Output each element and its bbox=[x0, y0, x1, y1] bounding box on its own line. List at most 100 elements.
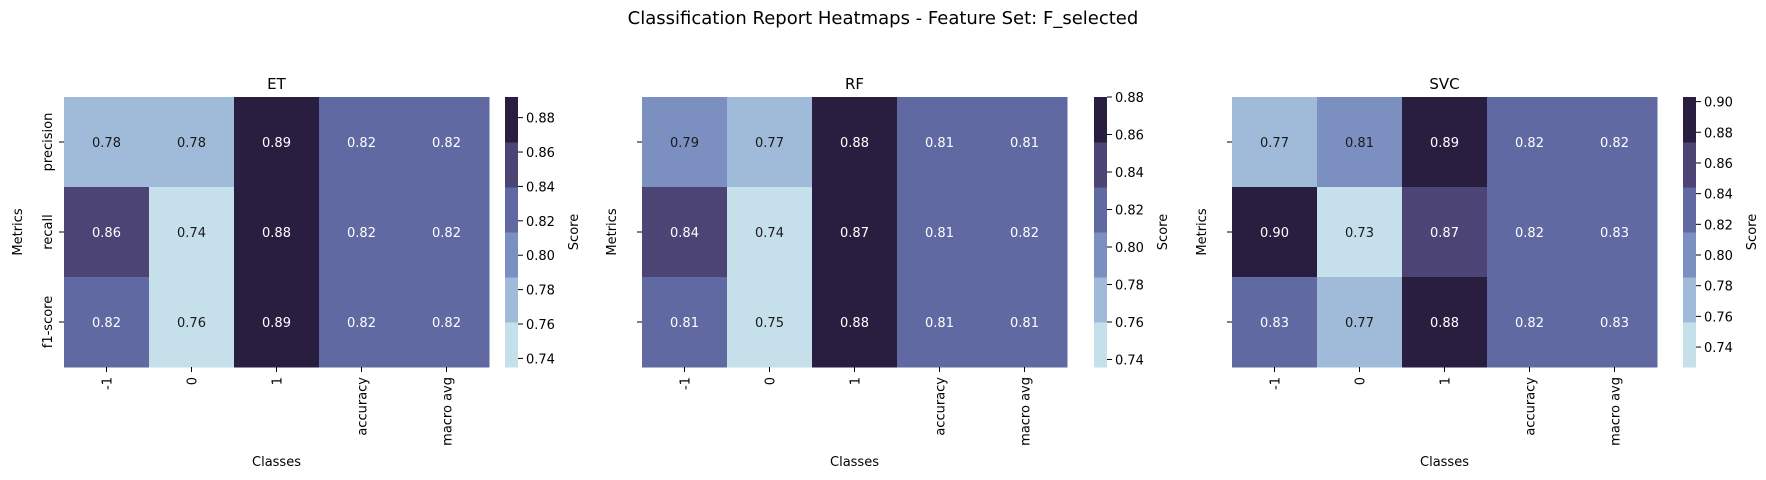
cell-annotation: 0.82 bbox=[432, 136, 461, 151]
heatmap-cell bbox=[1487, 97, 1573, 188]
cell-annotation: 0.82 bbox=[1600, 136, 1629, 151]
cell-annotation: 0.81 bbox=[925, 316, 954, 331]
colorbar-tick-label: 0.78 bbox=[1115, 279, 1144, 294]
heatmap-cell bbox=[982, 97, 1068, 188]
y-axis-label: Metrics bbox=[1195, 208, 1210, 255]
cell-annotation: 0.81 bbox=[1345, 136, 1374, 151]
cell-annotation: 0.81 bbox=[925, 136, 954, 151]
cell-annotation: 0.83 bbox=[1600, 226, 1629, 241]
x-axis-label: Classes bbox=[252, 455, 301, 470]
heatmap-cell bbox=[149, 277, 235, 368]
cell-annotation: 0.81 bbox=[925, 226, 954, 241]
colorbar-segment bbox=[1094, 232, 1107, 278]
cell-annotation: 0.82 bbox=[1010, 226, 1039, 241]
heatmap-cell bbox=[64, 187, 150, 278]
heatmap-cell bbox=[1572, 187, 1658, 278]
heatmap-cell bbox=[1232, 97, 1318, 188]
cell-annotation: 0.83 bbox=[1260, 316, 1289, 331]
x-axis-label: Classes bbox=[830, 455, 879, 470]
heatmap-cell bbox=[319, 277, 405, 368]
heatmap-panel-rf: RF 0.79 0.77 0.88 0.81 0.81 0.84 0.74 0.87 0.81 0.… bbox=[605, 75, 1171, 470]
x-tick-label: accuracy bbox=[1524, 377, 1539, 436]
colorbar-label: Score bbox=[1156, 214, 1171, 250]
heatmap-cell bbox=[234, 187, 320, 278]
heatmap-cell bbox=[64, 97, 150, 188]
cell-annotation: 0.88 bbox=[1430, 316, 1459, 331]
cell-annotation: 0.82 bbox=[1515, 316, 1544, 331]
cell-annotation: 0.76 bbox=[177, 316, 206, 331]
cell-annotation: 0.77 bbox=[755, 136, 784, 151]
colorbar-segment bbox=[505, 97, 518, 143]
x-tick-label: 1 bbox=[849, 377, 864, 385]
y-axis-label: Metrics bbox=[11, 208, 26, 255]
x-tick-label: macro avg bbox=[1019, 377, 1034, 446]
colorbar: 0.74 0.76 0.78 0.80 0.82 0.84 0.86 0.88 Score bbox=[1094, 91, 1171, 369]
heatmap-cell bbox=[1572, 97, 1658, 188]
colorbar-tick-label: 0.76 bbox=[526, 318, 555, 333]
colorbar-tick-label: 0.78 bbox=[1704, 280, 1733, 295]
heatmap-cell bbox=[1572, 277, 1658, 368]
heatmap-cell bbox=[404, 187, 490, 278]
colorbar-tick-label: 0.74 bbox=[526, 352, 555, 367]
cell-annotation: 0.75 bbox=[755, 316, 784, 331]
cell-annotation: 0.74 bbox=[177, 226, 206, 241]
heatmap-cell bbox=[1402, 277, 1488, 368]
heatmap-cell bbox=[1487, 277, 1573, 368]
colorbar-segment bbox=[505, 232, 518, 278]
cell-annotation: 0.82 bbox=[1515, 226, 1544, 241]
colorbar-tick-label: 0.74 bbox=[1115, 354, 1144, 369]
heatmap-cell bbox=[727, 187, 813, 278]
heatmap-cell bbox=[1232, 277, 1318, 368]
colorbar-segment bbox=[1683, 97, 1696, 143]
x-tick-label: -1 bbox=[679, 377, 694, 390]
colorbar-segment bbox=[505, 277, 518, 323]
heatmap-cell bbox=[319, 187, 405, 278]
cell-annotation: 0.82 bbox=[432, 226, 461, 241]
heatmap-cell bbox=[642, 277, 728, 368]
heatmap-cell bbox=[727, 277, 813, 368]
cell-annotation: 0.82 bbox=[347, 316, 376, 331]
heatmap-cell bbox=[812, 277, 898, 368]
cell-annotation: 0.78 bbox=[177, 136, 206, 151]
colorbar-segment bbox=[1683, 232, 1696, 278]
cell-annotation: 0.78 bbox=[92, 136, 121, 151]
x-tick-label: macro avg bbox=[441, 377, 456, 446]
cell-annotation: 0.86 bbox=[92, 226, 121, 241]
heatmap-cell bbox=[404, 97, 490, 188]
colorbar-tick-label: 0.86 bbox=[1704, 157, 1733, 172]
cell-annotation: 0.82 bbox=[92, 316, 121, 331]
cell-annotation: 0.89 bbox=[262, 316, 291, 331]
heatmap-cell bbox=[1317, 97, 1403, 188]
heatmap-cell bbox=[234, 97, 320, 188]
colorbar-segment bbox=[505, 322, 518, 368]
cell-annotation: 0.77 bbox=[1345, 316, 1374, 331]
colorbar: 0.74 0.76 0.78 0.80 0.82 0.84 0.86 0.88 0.90 Scor… bbox=[1683, 96, 1760, 368]
colorbar-tick-label: 0.78 bbox=[526, 284, 555, 299]
colorbar-tick-label: 0.80 bbox=[526, 249, 555, 264]
colorbar: 0.74 0.76 0.78 0.80 0.82 0.84 0.86 0.88 Score bbox=[505, 97, 582, 368]
colorbar-tick-label: 0.84 bbox=[526, 180, 555, 195]
x-tick-label: 0 bbox=[1354, 377, 1369, 385]
cell-annotation: 0.83 bbox=[1600, 316, 1629, 331]
colorbar-tick-label: 0.86 bbox=[1115, 129, 1144, 144]
heatmap-cell bbox=[64, 277, 150, 368]
cell-annotation: 0.74 bbox=[755, 226, 784, 241]
heatmap-cell bbox=[149, 187, 235, 278]
colorbar-segment bbox=[1683, 277, 1696, 323]
colorbar-tick-label: 0.80 bbox=[1704, 249, 1733, 264]
cell-annotation: 0.82 bbox=[347, 226, 376, 241]
cell-annotation: 0.87 bbox=[840, 226, 869, 241]
cell-annotation: 0.73 bbox=[1345, 226, 1374, 241]
colorbar-segment bbox=[1094, 187, 1107, 233]
heatmap-cell bbox=[1232, 187, 1318, 278]
heatmap-cell bbox=[812, 187, 898, 278]
heatmap-panel-et: ET0.78 0.78 0.89 0.82 0.820.86 0.74 0.88 0.82 0.… bbox=[11, 75, 582, 470]
cell-annotation: 0.88 bbox=[262, 226, 291, 241]
cell-annotation: 0.81 bbox=[670, 316, 699, 331]
heatmap-cell bbox=[319, 97, 405, 188]
colorbar-tick-label: 0.76 bbox=[1115, 316, 1144, 331]
x-tick-label: 1 bbox=[271, 377, 286, 385]
x-tick-label: accuracy bbox=[356, 377, 371, 436]
